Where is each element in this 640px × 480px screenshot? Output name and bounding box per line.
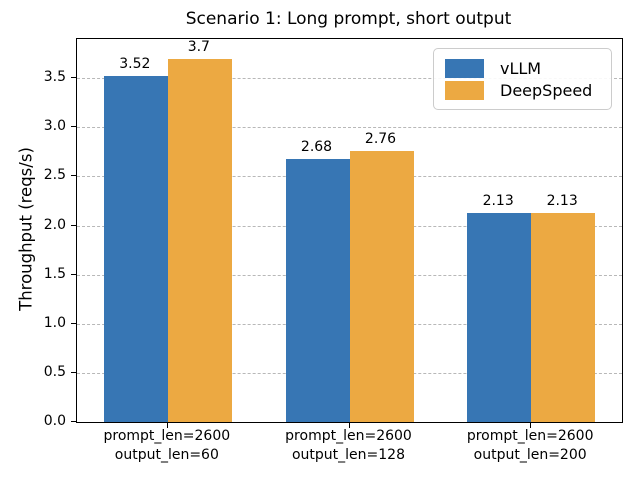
legend-swatch-vllm xyxy=(445,58,484,78)
bar-deepspeed-group2 xyxy=(349,150,414,422)
x-tick-label: prompt_len=2600 output_len=200 xyxy=(466,428,594,463)
y-tick-mark xyxy=(71,273,76,275)
bar-value-label: 3.7 xyxy=(187,38,210,55)
y-tick-label: 2.0 xyxy=(43,216,66,233)
legend: vLLM DeepSpeed xyxy=(433,48,612,110)
bar-deepspeed-group3 xyxy=(531,212,596,422)
y-tick-mark xyxy=(71,126,76,128)
y-tick-mark xyxy=(71,175,76,177)
bar-vllm-group1 xyxy=(103,76,168,422)
y-tick-label: 2.5 xyxy=(43,167,66,184)
y-tick-label: 3.0 xyxy=(43,118,66,135)
y-tick-label: 1.5 xyxy=(43,265,66,282)
y-tick-label: 3.5 xyxy=(43,69,66,86)
bar-value-label: 2.76 xyxy=(364,130,397,147)
legend-label: DeepSpeed xyxy=(500,80,593,100)
chart-title: Scenario 1: Long prompt, short output xyxy=(185,9,512,29)
y-tick-label: 0.5 xyxy=(43,363,66,380)
legend-item-vllm: vLLM xyxy=(445,57,600,79)
y-tick-mark xyxy=(71,322,76,324)
x-tick-mark xyxy=(530,423,532,428)
legend-item-deepspeed: DeepSpeed xyxy=(445,79,600,101)
gridline xyxy=(77,78,622,80)
x-tick-mark xyxy=(166,423,168,428)
bar-value-label: 2.13 xyxy=(482,192,514,209)
y-tick-label: 1.0 xyxy=(43,314,66,331)
x-tick-label: prompt_len=2600 output_len=128 xyxy=(285,428,412,463)
bar-value-label: 2.13 xyxy=(546,192,578,209)
gridline xyxy=(77,127,622,129)
x-tick-label: prompt_len=2600 output_len=60 xyxy=(103,428,231,463)
y-tick-mark xyxy=(71,371,76,373)
bar-value-label: 3.52 xyxy=(119,56,151,73)
y-tick-mark xyxy=(71,77,76,79)
legend-swatch-deepspeed xyxy=(445,80,484,100)
bar-value-label: 2.68 xyxy=(300,138,333,155)
bar-vllm-group3 xyxy=(467,212,532,422)
legend-label: vLLM xyxy=(500,58,542,78)
bar-deepspeed-group1 xyxy=(167,58,232,422)
x-tick-mark xyxy=(348,423,350,428)
bar-vllm-group2 xyxy=(285,158,350,422)
y-tick-mark xyxy=(71,224,76,226)
y-tick-mark xyxy=(71,421,76,422)
legend-items: vLLM DeepSpeed xyxy=(445,57,600,101)
y-tick-label: 0.0 xyxy=(43,413,66,429)
